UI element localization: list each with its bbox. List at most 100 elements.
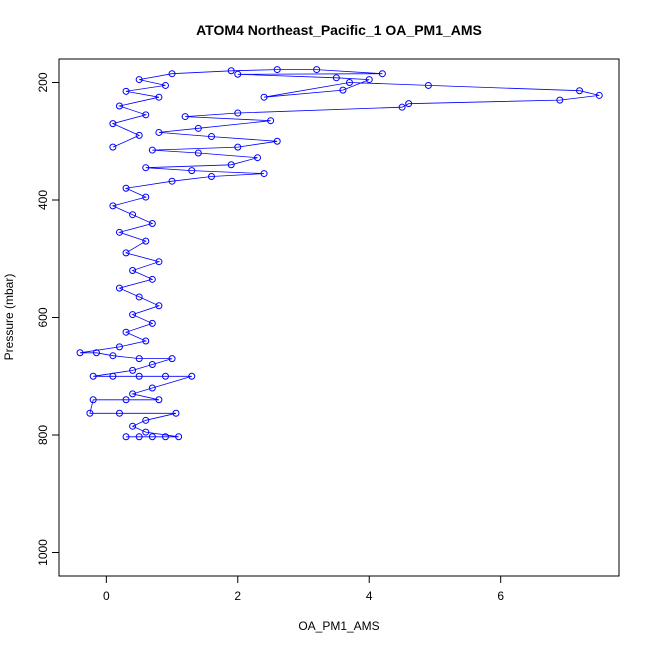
data-point bbox=[148, 384, 156, 392]
data-point bbox=[115, 343, 123, 351]
data-point bbox=[234, 109, 242, 117]
data-point bbox=[109, 372, 117, 380]
x-axis: 0 2 4 6 bbox=[103, 575, 504, 603]
data-point bbox=[595, 91, 603, 99]
y-tick-label: 400 bbox=[36, 190, 50, 210]
data-point bbox=[576, 87, 584, 95]
data-point bbox=[339, 86, 347, 94]
data-point bbox=[194, 124, 202, 132]
data-point bbox=[129, 366, 137, 374]
data-point bbox=[142, 337, 150, 345]
data-point bbox=[135, 355, 143, 363]
data-point bbox=[234, 70, 242, 78]
data-point bbox=[181, 113, 189, 121]
data-point bbox=[155, 128, 163, 136]
data-point bbox=[129, 311, 137, 319]
plot-area bbox=[76, 66, 603, 441]
x-tick-label: 2 bbox=[234, 589, 241, 603]
data-point bbox=[129, 422, 137, 430]
data-point bbox=[135, 131, 143, 139]
data-point bbox=[135, 433, 143, 441]
data-point bbox=[142, 193, 150, 201]
data-point bbox=[207, 133, 215, 141]
data-point bbox=[122, 433, 130, 441]
data-point bbox=[115, 409, 123, 417]
y-tick-label: 1000 bbox=[36, 539, 50, 566]
data-point bbox=[89, 396, 97, 404]
data-point bbox=[142, 416, 150, 424]
data-point bbox=[161, 81, 169, 89]
data-point bbox=[109, 202, 117, 210]
data-point bbox=[148, 433, 156, 441]
data-point bbox=[148, 220, 156, 227]
y-tick-label: 200 bbox=[36, 72, 50, 92]
data-point bbox=[155, 396, 163, 404]
data-point bbox=[273, 66, 281, 74]
data-point bbox=[234, 143, 242, 151]
data-point bbox=[194, 149, 202, 157]
data-point bbox=[142, 111, 150, 119]
data-point bbox=[109, 143, 117, 151]
data-point bbox=[260, 170, 268, 178]
series-line bbox=[79, 69, 600, 438]
data-point bbox=[365, 76, 373, 84]
data-point bbox=[122, 249, 130, 257]
data-point bbox=[122, 87, 130, 95]
data-point bbox=[168, 177, 176, 185]
x-tick-label: 6 bbox=[497, 589, 504, 603]
data-point bbox=[168, 70, 176, 78]
data-point bbox=[227, 67, 235, 75]
data-point bbox=[227, 161, 235, 169]
data-point bbox=[135, 372, 143, 380]
data-point bbox=[115, 284, 123, 292]
y-tick-label: 600 bbox=[36, 307, 50, 327]
data-point bbox=[378, 70, 386, 78]
data-point bbox=[267, 117, 275, 125]
data-point bbox=[142, 237, 150, 245]
data-point bbox=[122, 328, 130, 336]
data-point bbox=[188, 167, 196, 175]
y-tick-label: 800 bbox=[36, 425, 50, 445]
data-point bbox=[155, 258, 163, 266]
data-point bbox=[556, 96, 564, 104]
data-point bbox=[260, 93, 268, 101]
data-point bbox=[155, 302, 163, 310]
data-point bbox=[405, 100, 413, 108]
data-point bbox=[148, 275, 156, 283]
data-point bbox=[129, 267, 137, 274]
data-point bbox=[109, 352, 117, 360]
data-point bbox=[142, 164, 150, 172]
y-axis-label: Pressure (mbar) bbox=[2, 274, 16, 361]
data-point bbox=[175, 433, 183, 441]
data-point bbox=[76, 349, 84, 357]
data-point bbox=[129, 211, 137, 219]
data-point bbox=[89, 372, 97, 380]
data-point bbox=[161, 433, 169, 441]
data-point bbox=[398, 103, 406, 111]
data-point bbox=[135, 293, 143, 301]
data-point bbox=[346, 79, 354, 86]
x-tick-label: 4 bbox=[366, 589, 373, 603]
data-point bbox=[115, 228, 123, 236]
data-point bbox=[148, 361, 156, 368]
x-axis-label: OA_PM1_AMS bbox=[298, 619, 379, 633]
data-point bbox=[92, 349, 100, 357]
data-point bbox=[109, 120, 117, 128]
y-axis: 200 400 600 800 1000 bbox=[36, 72, 60, 566]
data-point bbox=[148, 319, 156, 327]
chart-title: ATOM4 Northeast_Pacific_1 OA_PM1_AMS bbox=[196, 22, 482, 38]
data-point bbox=[168, 355, 176, 363]
data-point bbox=[172, 409, 180, 417]
data-point bbox=[122, 184, 130, 192]
x-tick-label: 0 bbox=[103, 589, 110, 603]
plot-frame bbox=[58, 58, 620, 577]
data-point bbox=[86, 409, 94, 417]
data-point bbox=[253, 154, 261, 162]
data-point bbox=[122, 396, 130, 404]
data-point bbox=[424, 81, 432, 89]
data-point bbox=[273, 137, 281, 145]
data-point bbox=[313, 66, 321, 74]
data-point bbox=[207, 173, 215, 180]
data-point bbox=[148, 146, 156, 154]
